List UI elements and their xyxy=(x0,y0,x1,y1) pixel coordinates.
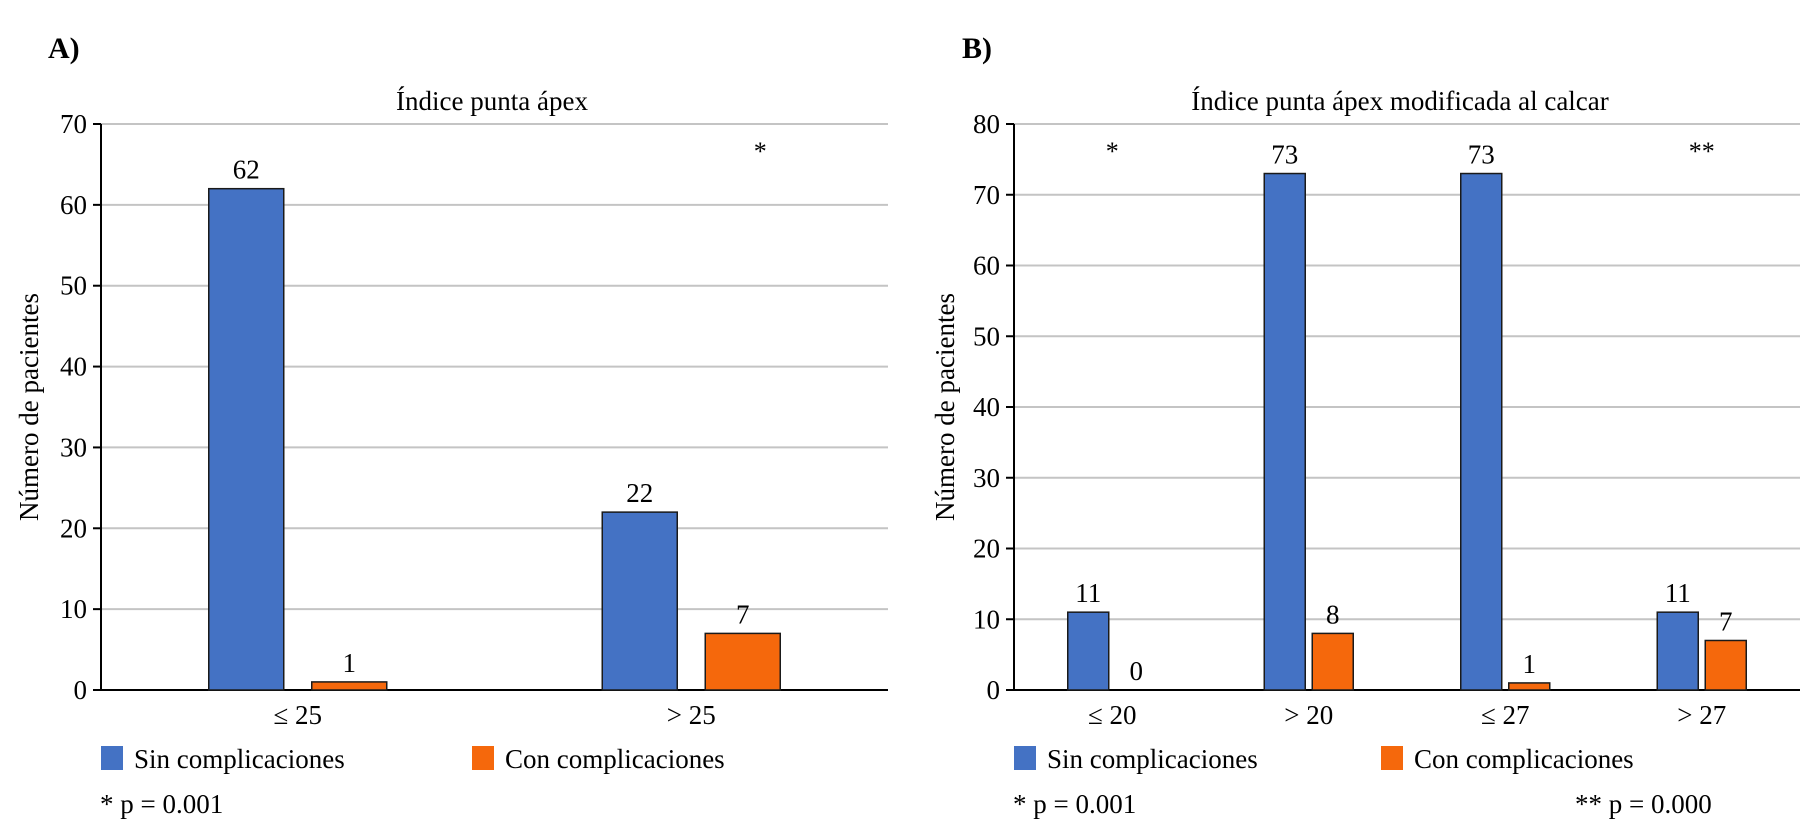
panel-a-bar-con-complicaciones-gt-25 xyxy=(704,632,781,691)
panel-a-bar-con-complicaciones-le-25 xyxy=(311,681,388,691)
panel-a-y-tick-label: 40 xyxy=(60,352,87,382)
panel-b-y-tick-label: 30 xyxy=(973,463,1000,493)
panel-a-x-tick-label-le-25: ≤ 25 xyxy=(273,700,322,730)
panel-b-data-label-sin-complicaciones-gt-27: 11 xyxy=(1665,578,1691,608)
panel-b-data-label-con-complicaciones-le-20: 0 xyxy=(1130,656,1144,686)
legend-swatch-con-complicaciones xyxy=(1381,746,1403,770)
legend-swatch-con-complicaciones xyxy=(472,746,494,770)
panel-b-data-label-sin-complicaciones-le-27: 73 xyxy=(1468,140,1495,170)
panel-a-data-label-con-complicaciones-le-25: 1 xyxy=(343,648,357,678)
panel-b-bar-sin-complicaciones-gt-20 xyxy=(1263,172,1306,691)
panel-a-y-tick-label: 0 xyxy=(74,675,88,705)
legend-label-con-complicaciones: Con complicaciones xyxy=(1414,744,1634,774)
panel-a-y-tick-label: 30 xyxy=(60,432,87,462)
panel-a-data-label-sin-complicaciones-le-25: 62 xyxy=(233,155,260,185)
panel-a-y-tick-label: 50 xyxy=(60,271,87,301)
panel-b-y-tick-label: 70 xyxy=(973,180,1000,210)
panel-a-plot: 0 10 20 30 40 50 60 70 62 1 ≤ 25 22 7 > 25 * xyxy=(60,109,888,730)
panel-b-label: B) xyxy=(962,32,992,65)
panel-a-label: A) xyxy=(48,32,80,65)
panel-b-x-tick-label-gt-20: > 20 xyxy=(1284,700,1333,730)
panel-a: A) Índice punta ápex Número de pacientes… xyxy=(14,32,888,819)
panel-b-significance-marker-le-20: * xyxy=(1106,137,1119,166)
panel-b-bar-sin-complicaciones-le-20 xyxy=(1067,611,1110,691)
panel-b-x-tick-label-le-27: ≤ 27 xyxy=(1481,700,1530,730)
panel-a-data-label-sin-complicaciones-gt-25: 22 xyxy=(626,478,653,508)
panel-b-y-tick-label: 10 xyxy=(973,604,1000,634)
panel-a-pvalue-note: * p = 0.001 xyxy=(100,789,223,819)
panel-b-y-tick-label: 40 xyxy=(973,392,1000,422)
legend-label-sin-complicaciones: Sin complicaciones xyxy=(1047,744,1258,774)
panel-a-significance-marker-gt-25: * xyxy=(754,137,767,166)
panel-b-bar-con-complicaciones-gt-27 xyxy=(1704,639,1747,691)
panel-a-legend: Sin complicaciones Con complicaciones xyxy=(101,744,725,774)
panel-a-x-tick-label-gt-25: > 25 xyxy=(667,700,716,730)
panel-a-title: Índice punta ápex xyxy=(396,86,588,116)
panel-b-significance-marker-gt-27: ** xyxy=(1689,137,1715,166)
panel-b-data-label-sin-complicaciones-le-20: 11 xyxy=(1075,578,1101,608)
panel-a-y-tick-label: 60 xyxy=(60,190,87,220)
panel-a-y-tick-label: 10 xyxy=(60,594,87,624)
panel-b-y-tick-label: 50 xyxy=(973,321,1000,351)
panel-b-bar-con-complicaciones-gt-20 xyxy=(1311,632,1354,691)
panel-b-pvalue-note-2: ** p = 0.000 xyxy=(1575,789,1712,819)
panel-b-pvalue-note-1: * p = 0.001 xyxy=(1013,789,1136,819)
panel-b-y-tick-label: 60 xyxy=(973,251,1000,281)
panel-b-bar-sin-complicaciones-le-27 xyxy=(1460,172,1503,691)
panel-b-plot: 0 10 20 30 40 50 60 70 80 11 0 ≤ 20 * 73 8 > 20 73 1 ≤ 27 1… xyxy=(973,109,1800,730)
legend-label-con-complicaciones: Con complicaciones xyxy=(505,744,725,774)
panel-a-data-label-con-complicaciones-gt-25: 7 xyxy=(736,599,750,629)
panel-b-data-label-sin-complicaciones-gt-20: 73 xyxy=(1271,140,1298,170)
panel-b-y-tick-label: 20 xyxy=(973,534,1000,564)
panel-b-x-tick-label-gt-27: > 27 xyxy=(1677,700,1726,730)
legend-swatch-sin-complicaciones xyxy=(1014,746,1036,770)
panel-b-y-axis-label: Número de pacientes xyxy=(930,293,960,521)
panel-b-y-tick-label: 80 xyxy=(973,109,1000,139)
panel-b-title: Índice punta ápex modificada al calcar xyxy=(1191,86,1609,116)
panel-a-y-tick-label: 20 xyxy=(60,513,87,543)
panel-b-x-tick-label-le-20: ≤ 20 xyxy=(1088,700,1137,730)
panel-a-y-tick-label: 70 xyxy=(60,109,87,139)
panel-b-data-label-con-complicaciones-gt-20: 8 xyxy=(1326,599,1340,629)
panel-b-data-label-con-complicaciones-gt-27: 7 xyxy=(1719,606,1733,636)
panel-a-bar-sin-complicaciones-gt-25 xyxy=(601,511,678,691)
panel-b-bar-sin-complicaciones-gt-27 xyxy=(1656,611,1699,691)
panel-a-bar-sin-complicaciones-le-25 xyxy=(208,187,285,691)
panel-b-y-tick-label: 0 xyxy=(987,675,1001,705)
legend-swatch-sin-complicaciones xyxy=(101,746,123,770)
panel-b: B) Índice punta ápex modificada al calca… xyxy=(930,32,1800,819)
legend-label-sin-complicaciones: Sin complicaciones xyxy=(134,744,345,774)
panel-a-y-axis-label: Número de pacientes xyxy=(14,293,44,521)
panel-b-bar-con-complicaciones-le-27 xyxy=(1508,682,1551,691)
panel-b-data-label-con-complicaciones-le-27: 1 xyxy=(1523,649,1537,679)
panel-b-legend: Sin complicaciones Con complicaciones xyxy=(1014,744,1634,774)
